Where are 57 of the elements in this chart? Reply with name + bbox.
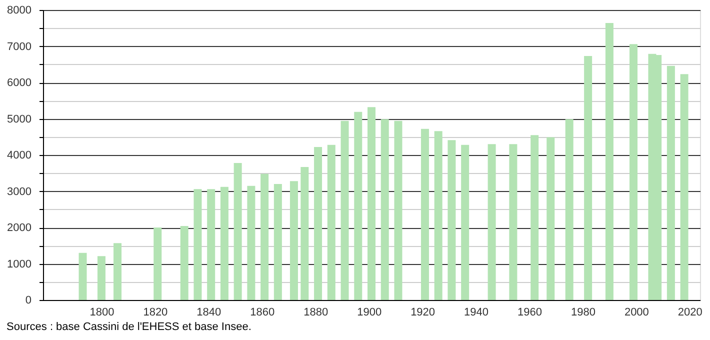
- bar: [234, 162, 242, 300]
- bar: [314, 147, 322, 300]
- x-tick-label: 1860: [250, 306, 275, 318]
- bar: [666, 66, 675, 300]
- bar: [220, 186, 228, 300]
- bar: [327, 144, 336, 300]
- x-tick-label: 2000: [624, 306, 649, 318]
- x-tick-label: 1940: [464, 306, 489, 318]
- bar: [448, 140, 456, 300]
- source-note: Sources : base Cassini de l'EHESS et base Insee.: [6, 321, 252, 333]
- bar: [274, 184, 282, 300]
- bar: [78, 252, 87, 300]
- y-tick-label: 5000: [7, 113, 32, 126]
- bar: [247, 186, 256, 300]
- bar: [509, 144, 518, 300]
- x-tick-label: 1920: [410, 306, 436, 318]
- y-tick-label: 0: [25, 294, 32, 306]
- bar: [394, 120, 402, 300]
- bar: [154, 228, 162, 300]
- bar: [97, 256, 106, 300]
- x-tick-label: 1980: [570, 306, 596, 318]
- bar: [434, 131, 442, 300]
- bar: [340, 120, 349, 300]
- bar: [605, 23, 614, 300]
- bar: [207, 189, 216, 300]
- bar: [420, 128, 429, 300]
- y-tick-label: 8000: [7, 4, 32, 16]
- bar: [300, 166, 309, 300]
- x-tick-label: 1820: [143, 306, 168, 318]
- y-tick-label: 3000: [7, 186, 32, 198]
- y-tick-label: 6000: [7, 77, 32, 89]
- x-tick-label: 1800: [90, 306, 114, 318]
- bar: [380, 119, 389, 300]
- bar: [546, 137, 555, 300]
- bar: [530, 135, 539, 300]
- bar: [194, 189, 202, 300]
- y-tick-label: 1000: [7, 258, 32, 270]
- x-tick-label: 2020: [678, 306, 702, 318]
- bar: [584, 56, 592, 300]
- y-tick-label: 2000: [7, 222, 32, 234]
- bar: [630, 44, 638, 300]
- y-tick-label: 7000: [7, 40, 32, 53]
- x-tick-label: 1960: [517, 306, 542, 318]
- x-tick-label: 1880: [304, 306, 328, 318]
- bar: [260, 174, 269, 300]
- x-tick-label: 1900: [357, 306, 382, 318]
- bar: [354, 112, 362, 300]
- bar: [368, 107, 376, 300]
- bar: [680, 74, 688, 300]
- bar: [565, 119, 574, 300]
- bar: [290, 181, 298, 300]
- x-tick-label: 1840: [196, 306, 222, 318]
- bar: [488, 144, 496, 300]
- bar: [114, 243, 122, 300]
- y-tick-label: 4000: [7, 150, 32, 162]
- bar: [180, 226, 188, 300]
- bar: [461, 144, 470, 300]
